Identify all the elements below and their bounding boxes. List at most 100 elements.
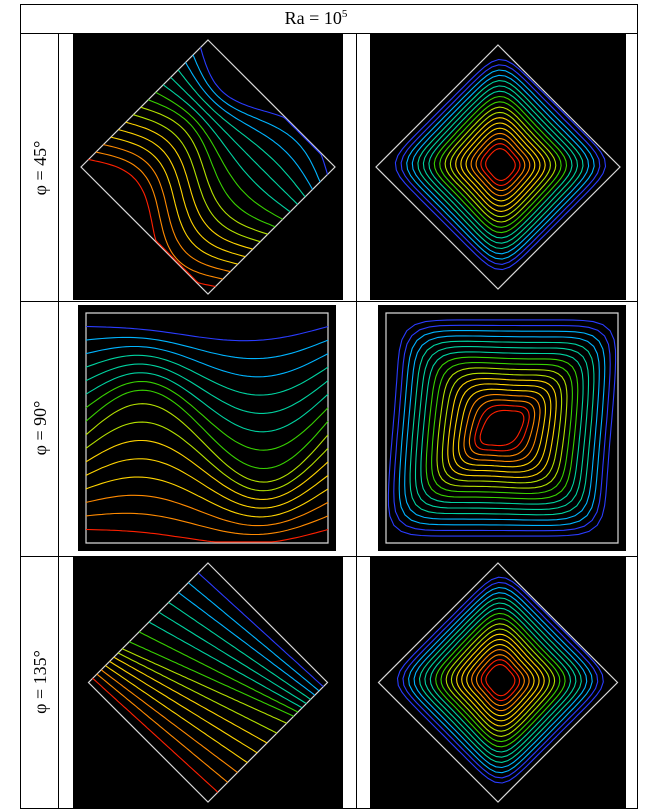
p21-streamline: [402, 581, 599, 779]
p01-cavity-boundary: [375, 44, 621, 290]
p21-cavity-boundary: [377, 562, 619, 803]
row-label-90: φ = 90°: [30, 401, 50, 456]
p20-isotherm: [158, 611, 307, 705]
p01-streamline: [422, 85, 579, 244]
p10-isotherm: [85, 325, 329, 342]
p21-streamline: [440, 618, 561, 743]
panel-45-streamlines: [370, 34, 626, 300]
panel-90-isotherms: [78, 305, 336, 551]
p10-isotherm: [85, 354, 329, 396]
p01-streamline: [394, 58, 607, 271]
p21-streamline: [471, 649, 530, 712]
p21-streamline: [413, 592, 588, 769]
p00-isotherm: [125, 121, 253, 250]
p01-streamline: [465, 127, 536, 202]
p01-streamline: [485, 148, 516, 181]
p00-isotherm: [118, 129, 246, 258]
p11-streamline: [468, 399, 536, 457]
p10-isotherm: [85, 363, 329, 414]
p20-isotherm: [148, 621, 303, 709]
panel-135-streamlines: [370, 557, 626, 808]
p21-streamline: [475, 654, 525, 707]
p01-streamline: [411, 74, 590, 255]
p00-isotherm: [177, 69, 306, 198]
p11-streamline: [436, 367, 568, 489]
p20-isotherm: [178, 592, 316, 696]
p21-streamline: [450, 628, 550, 732]
p10-cavity-boundary: [85, 312, 329, 544]
p21-streamline: [445, 623, 556, 737]
p10-isotherm: [85, 372, 329, 433]
p10-isotherm: [85, 528, 329, 543]
p11-streamline: [452, 383, 552, 473]
p11-streamline: [474, 404, 530, 452]
p11-background: [378, 305, 626, 551]
p10-isotherm: [85, 336, 329, 360]
p20-isotherm: [168, 601, 311, 700]
p01-streamline: [449, 111, 551, 218]
p00-isotherm: [133, 114, 261, 243]
p00-isotherm: [192, 54, 321, 183]
p11-cavity-boundary: [385, 312, 619, 544]
p00-isotherm: [103, 144, 231, 273]
p20-isotherm: [121, 648, 287, 724]
p00-isotherm: [88, 158, 216, 288]
p00-isotherm: [162, 84, 291, 213]
p10-isotherm: [85, 476, 329, 518]
p21-streamline: [418, 597, 582, 763]
p11-streamline: [387, 319, 617, 537]
p20-isotherm: [197, 572, 324, 688]
p10-isotherm: [85, 389, 329, 470]
p21-background: [370, 557, 626, 808]
p00-isotherm: [185, 62, 314, 190]
header-title: Ra = 105: [285, 8, 348, 28]
p11-streamline: [431, 361, 573, 495]
p01-streamline: [400, 64, 601, 265]
p20-isotherm: [92, 677, 219, 793]
p21-streamline: [435, 612, 566, 748]
p11-streamline: [458, 388, 546, 468]
p11-streamline: [425, 356, 579, 500]
p10-isotherm: [85, 494, 329, 527]
p11-streamline: [479, 409, 525, 447]
p21-streamline: [466, 643, 535, 717]
p01-streamline: [444, 106, 557, 223]
p20-isotherm: [96, 673, 229, 783]
p20-background: [73, 557, 343, 808]
p10-isotherm: [85, 512, 329, 536]
p00-isotherm: [95, 151, 224, 280]
p20-isotherm: [187, 582, 320, 692]
p00-isotherm: [199, 47, 329, 175]
p10-isotherm: [85, 380, 329, 451]
p10-isotherm: [85, 439, 329, 500]
p21-streamline: [485, 664, 516, 697]
p21-streamline: [480, 659, 521, 702]
row-label-135: φ = 135°: [30, 650, 50, 714]
p00-isotherm: [140, 106, 268, 235]
p11-streamline: [420, 351, 584, 505]
p01-streamline: [428, 90, 573, 239]
p20-isotherm: [129, 641, 295, 717]
p11-streamline: [414, 346, 590, 510]
p20-isotherm: [138, 631, 299, 713]
p11-streamline: [398, 330, 606, 526]
p20-isotherm: [105, 665, 248, 764]
p00-cavity-boundary: [80, 39, 336, 295]
p00-isotherm: [170, 76, 298, 205]
p20-isotherm: [100, 669, 238, 773]
p10-isotherm: [85, 458, 329, 509]
p00-isotherm: [148, 99, 276, 228]
panel-45-isotherms: [73, 34, 343, 300]
p20-isotherm: [109, 660, 258, 754]
panel-135-isotherms: [73, 557, 343, 808]
row-label-45: φ = 45°: [30, 141, 50, 196]
p21-streamline: [408, 586, 593, 774]
p20-isotherm: [117, 652, 278, 734]
p21-streamline: [396, 576, 604, 784]
p10-isotherm: [85, 421, 329, 492]
p01-streamline: [417, 80, 584, 250]
p01-streamline: [455, 117, 546, 212]
header-ra: Ra = 10: [285, 8, 342, 28]
p21-streamline: [424, 602, 577, 758]
p01-streamline: [480, 143, 521, 186]
